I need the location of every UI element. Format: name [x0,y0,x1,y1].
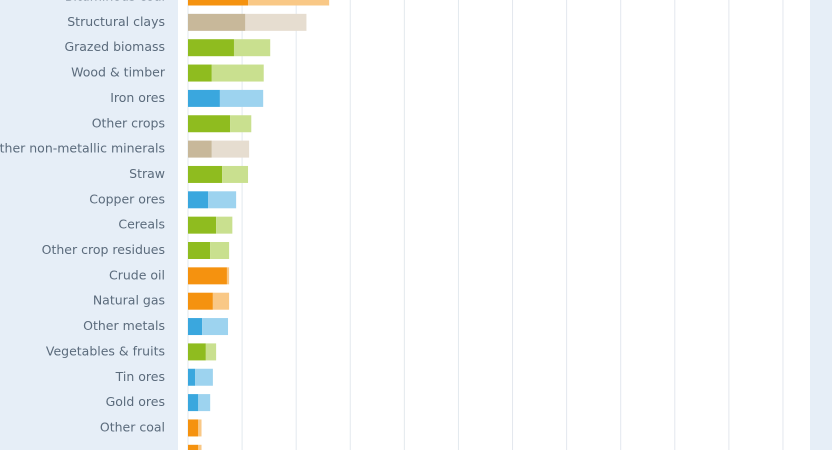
bar-segment [188,343,206,361]
bar-segment [205,343,217,361]
y-tick-label: Bituminous coal [65,0,165,4]
bar-segment [211,140,250,158]
bar-segment [219,89,264,107]
y-tick-label: Grazed biomass [64,39,165,54]
bar-segment [188,242,211,259]
y-tick-label: Natural gas [93,293,165,308]
bar-segment [188,140,212,158]
bar-segment [245,13,307,31]
bar-segment [188,39,234,57]
y-tick-label: Other coal [100,419,165,434]
y-tick-label: Gold ores [106,394,165,409]
bar-segment [212,292,230,310]
bar-segment [208,191,237,209]
y-tick-label: Vegetables & fruits [46,343,165,358]
bar-segment [198,444,202,450]
bar-segment [233,39,271,57]
bar-segment [195,368,213,386]
bar-segment [188,13,246,31]
y-tick-label: Tin ores [115,369,165,384]
bar-segment [188,394,199,412]
bar-segment [248,0,330,6]
bar-segment [188,444,199,450]
y-tick-label: Wood & timber [71,65,166,80]
bar-segment [188,216,217,234]
y-tick-label: Other crop residues [42,242,165,257]
y-tick-label: Other non-metallic minerals [0,141,165,156]
y-tick-label: Crude oil [109,267,165,282]
bar-segment [198,394,211,412]
bar-segment [222,165,249,183]
plot-area [178,0,810,450]
bar-segment [188,165,223,183]
bar-segment [188,267,227,285]
y-tick-label: Structural clays [67,14,165,29]
bar-segment [188,64,212,82]
bar-segment [188,115,231,133]
bar-segment [216,216,233,234]
bar-segment [188,0,249,6]
bar-segment [188,419,199,437]
bar-segment [188,318,203,336]
bar-segment [198,419,202,437]
y-tick-label: Cereals [118,217,165,232]
y-tick-label: Straw [129,166,165,181]
bar-segment [188,191,209,209]
bar-segment [202,318,229,336]
y-tick-label: Other metals [83,318,165,333]
y-tick-label: Other crops [92,115,165,130]
bar-segment [188,292,213,310]
bar-segment [188,89,220,107]
y-tick-label: Iron ores [110,90,165,105]
bar-segment [226,267,230,285]
y-tick-label: Copper ores [89,191,165,206]
bar-segment [211,64,264,82]
bar-segment [188,368,196,386]
bar-segment [230,115,252,133]
bar-segment [210,242,230,259]
